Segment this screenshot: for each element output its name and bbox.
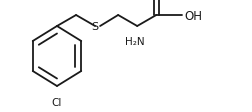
Text: OH: OH [183,9,201,22]
Text: S: S [91,22,98,32]
Text: H₂N: H₂N [125,37,144,47]
Text: Cl: Cl [52,97,62,107]
